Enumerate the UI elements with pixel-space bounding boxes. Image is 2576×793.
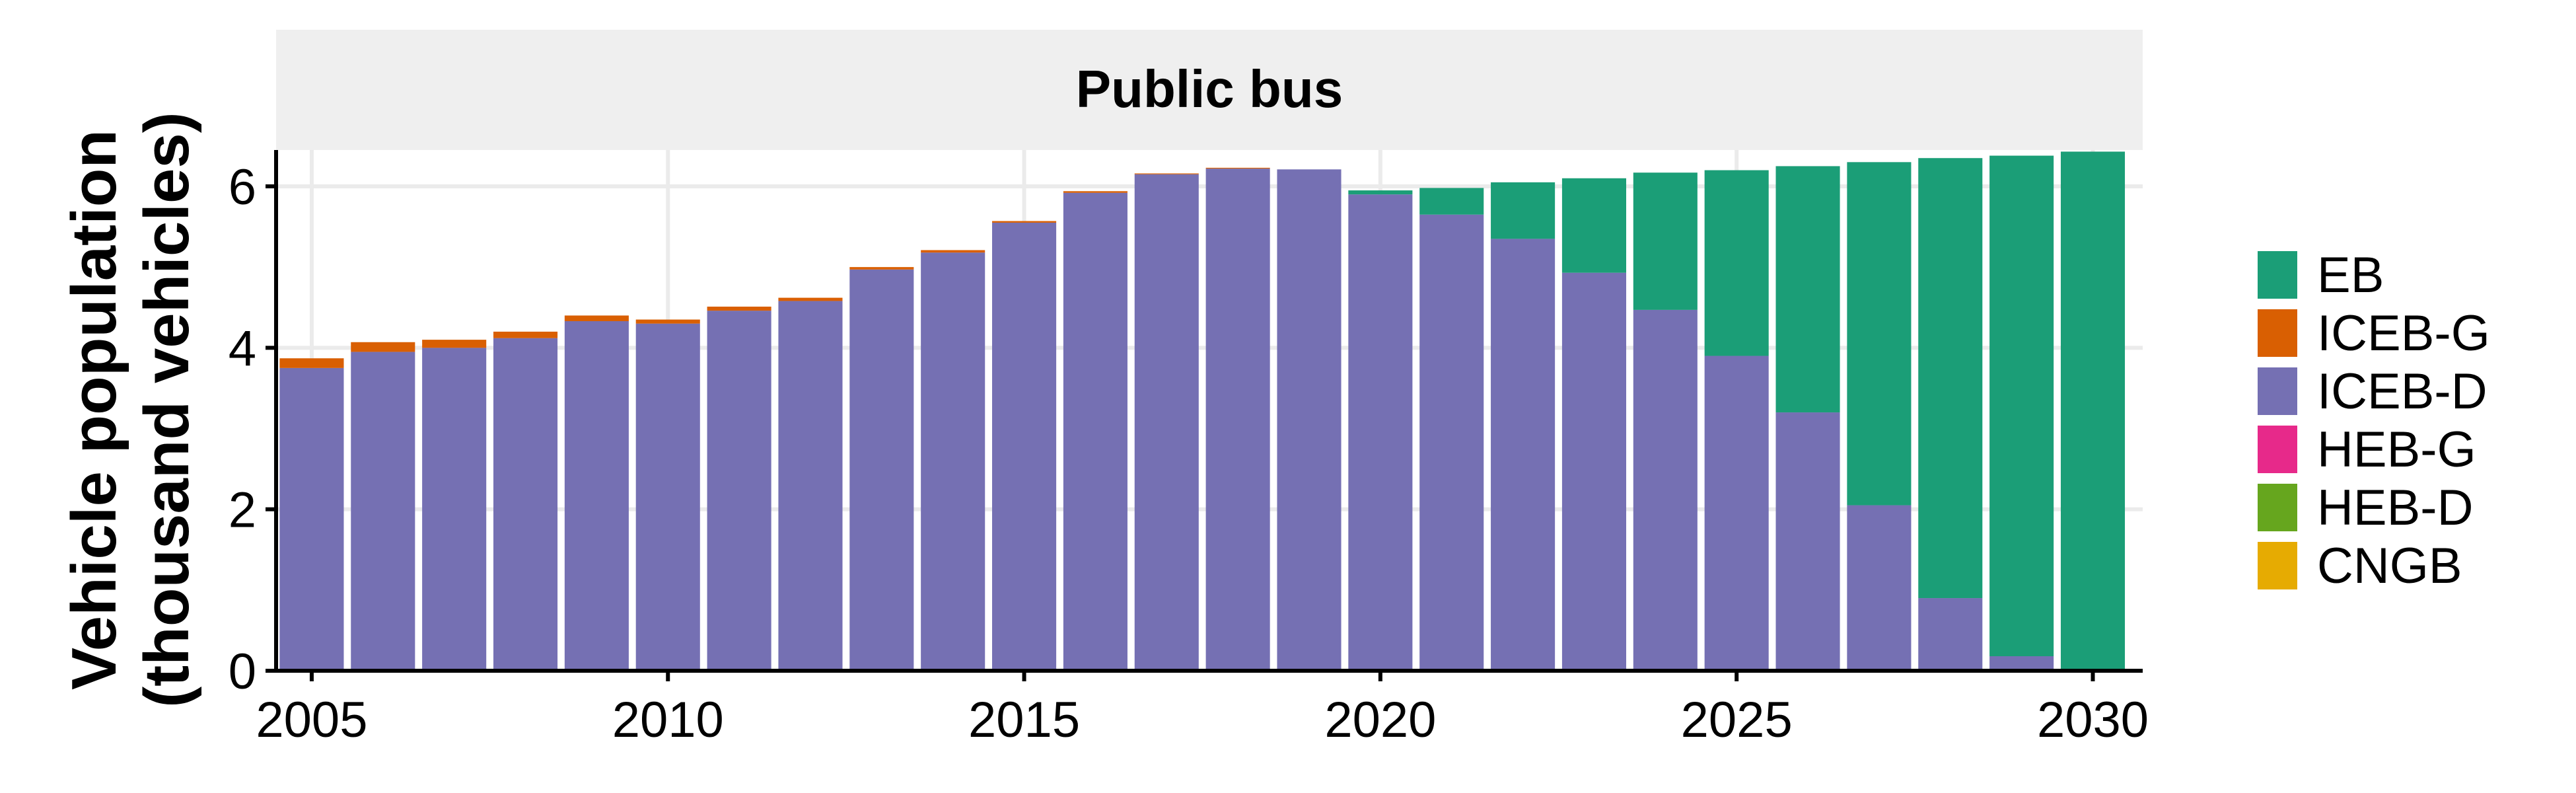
y-axis-title-line2: (thousand vehicles) — [131, 112, 202, 708]
bar-iceb-d-2019 — [1277, 169, 1342, 671]
bar-iceb-g-2008 — [493, 331, 558, 338]
bar-iceb-d-2016 — [1063, 192, 1127, 671]
bar-eb-2029 — [1989, 155, 2054, 657]
bar-iceb-d-2009 — [564, 321, 629, 671]
bar-iceb-g-2016 — [1063, 191, 1127, 193]
bar-iceb-d-2006 — [351, 352, 415, 671]
bar-iceb-d-2021 — [1419, 214, 1484, 671]
x-tick-label: 2030 — [2037, 692, 2149, 748]
y-tick-label: 0 — [229, 644, 256, 700]
bar-iceb-d-2011 — [707, 311, 771, 671]
facet-title: Public bus — [1076, 59, 1343, 118]
bar-iceb-g-2006 — [351, 342, 415, 352]
bar-iceb-d-2026 — [1775, 412, 1840, 671]
legend-label-heb-g: HEB-G — [2317, 422, 2476, 478]
bar-iceb-d-2012 — [778, 301, 843, 671]
bar-iceb-d-2007 — [422, 348, 487, 671]
bar-iceb-g-2011 — [707, 307, 771, 311]
y-axis-ticks: 0 2 4 6 — [229, 159, 276, 700]
bar-iceb-d-2013 — [849, 269, 914, 671]
bar-eb-2024 — [1633, 172, 1698, 310]
bar-iceb-d-2014 — [921, 252, 985, 671]
bar-iceb-d-2028 — [1918, 598, 1983, 671]
bar-iceb-d-2029 — [1989, 656, 2054, 671]
bar-iceb-g-2017 — [1134, 173, 1199, 174]
x-tick-label: 2015 — [968, 692, 1080, 748]
y-tick-label: 2 — [229, 482, 256, 539]
bar-iceb-d-2017 — [1134, 174, 1199, 671]
legend-label-heb-d: HEB-D — [2317, 480, 2473, 536]
bar-iceb-d-2022 — [1491, 239, 1556, 671]
y-tick-label: 4 — [229, 321, 256, 377]
legend-label-iceb-d: ICEB-D — [2317, 363, 2487, 420]
y-tick-label: 6 — [229, 159, 256, 215]
bar-iceb-d-2024 — [1633, 309, 1698, 671]
bar-iceb-g-2007 — [422, 340, 487, 348]
bars — [279, 151, 2126, 671]
bar-iceb-g-2005 — [279, 358, 344, 368]
bar-iceb-d-2020 — [1348, 194, 1413, 671]
bar-eb-2020 — [1348, 190, 1413, 195]
legend-swatch-heb-d — [2258, 484, 2297, 531]
bar-iceb-d-2023 — [1561, 272, 1626, 671]
y-axis-title-line1: Vehicle population — [59, 130, 129, 690]
legend-swatch-eb — [2258, 251, 2297, 299]
bar-iceb-g-2013 — [849, 267, 914, 270]
bar-eb-2025 — [1704, 170, 1769, 356]
bar-iceb-g-2010 — [635, 319, 700, 324]
x-axis-ticks: 2005 2010 2015 2020 2025 2030 — [256, 671, 2149, 748]
legend-swatch-heb-g — [2258, 426, 2297, 473]
bar-eb-2026 — [1775, 166, 1840, 413]
x-tick-label: 2010 — [612, 692, 724, 748]
legend-swatch-iceb-g — [2258, 309, 2297, 357]
bar-iceb-d-2027 — [1847, 505, 1912, 671]
legend-label-cngb: CNGB — [2317, 538, 2462, 594]
legend-label-iceb-g: ICEB-G — [2317, 305, 2490, 361]
y-axis-title: Vehicle population (thousand vehicles) — [59, 112, 202, 708]
bar-iceb-d-2008 — [493, 338, 558, 671]
bar-eb-2028 — [1918, 158, 1983, 599]
bar-iceb-d-2018 — [1205, 169, 1270, 671]
bar-eb-2022 — [1491, 182, 1556, 239]
legend-label-eb: EB — [2317, 247, 2384, 303]
bar-iceb-g-2009 — [564, 315, 629, 322]
bar-iceb-d-2015 — [992, 222, 1057, 671]
bar-eb-2021 — [1419, 188, 1484, 215]
bar-eb-2027 — [1847, 162, 1912, 506]
bar-iceb-d-2010 — [635, 323, 700, 671]
x-tick-label: 2020 — [1324, 692, 1436, 748]
bar-iceb-d-2005 — [279, 367, 344, 671]
legend-swatch-iceb-d — [2258, 367, 2297, 415]
bar-iceb-d-2025 — [1704, 356, 1769, 671]
x-tick-label: 2005 — [256, 692, 367, 748]
legend-swatch-cngb — [2258, 542, 2297, 589]
facet-strip — [276, 30, 2143, 150]
bar-iceb-g-2018 — [1205, 167, 1270, 169]
bar-iceb-g-2014 — [921, 250, 985, 253]
bar-iceb-g-2015 — [992, 221, 1057, 223]
bar-eb-2030 — [2060, 151, 2126, 671]
bar-iceb-g-2012 — [778, 297, 843, 301]
bar-eb-2023 — [1561, 178, 1626, 273]
x-tick-label: 2025 — [1681, 692, 1793, 748]
